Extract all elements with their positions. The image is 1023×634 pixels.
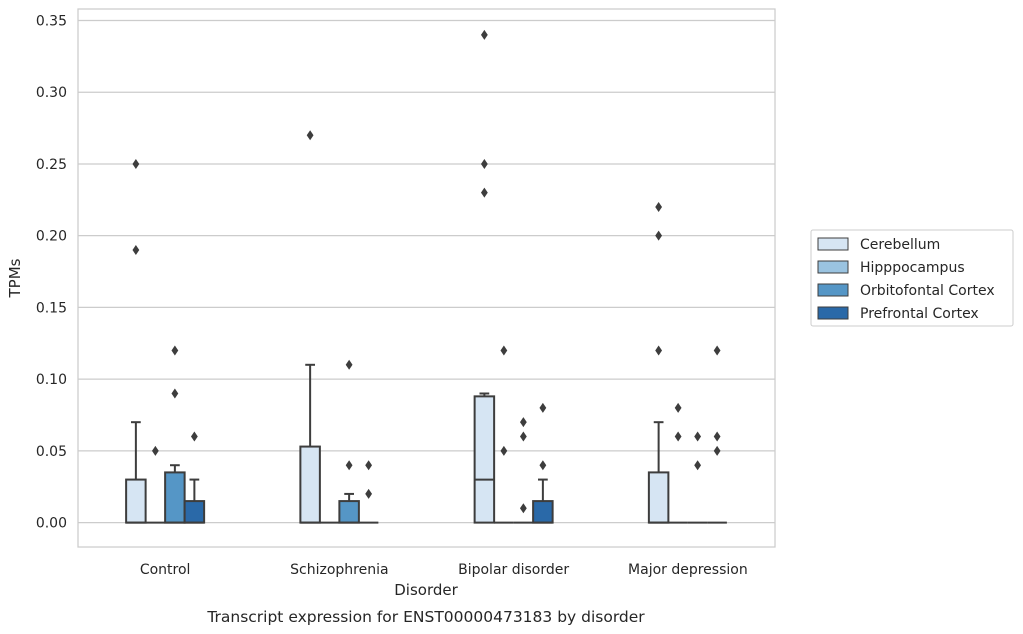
outlier-point (500, 445, 508, 456)
outlier-point (480, 158, 488, 169)
outlier-point (713, 445, 721, 456)
outlier-point (365, 488, 373, 499)
box-hipppocampus (494, 345, 514, 524)
box-orbitofontal-cortex (687, 431, 708, 524)
outlier-point (519, 431, 527, 442)
box-iqr (473, 395, 496, 524)
y-axis-title: TPMs (6, 258, 24, 298)
legend: Cerebellum Hipppocampus Orbitofontal Corte… (810, 229, 1014, 327)
x-tick-label: Control (140, 562, 191, 578)
y-tick-label: 0.35 (36, 13, 67, 29)
outlier-point (480, 187, 488, 198)
outlier-point (306, 130, 314, 141)
y-tick-label: 0.10 (36, 372, 67, 388)
box-prefrontal-cortex (707, 345, 727, 524)
plot-frame (77, 8, 776, 548)
box-iqr (183, 500, 206, 524)
box-iqr (164, 471, 186, 524)
outlier-point (171, 345, 179, 356)
legend-swatch (817, 237, 849, 251)
legend-label: Orbitofontal Cortex (860, 283, 995, 299)
box-iqr (299, 445, 321, 524)
outlier-point (713, 345, 721, 356)
box-cerebellum (473, 29, 496, 524)
outlier-point (655, 345, 663, 356)
box-hipppocampus (145, 445, 166, 524)
outlier-point (345, 460, 353, 471)
outlier-point (655, 230, 663, 241)
box-orbitofontal-cortex (338, 359, 360, 524)
outlier-point (674, 431, 682, 442)
y-tick-label: 0.00 (36, 516, 67, 532)
outlier-point (132, 158, 140, 169)
legend-swatch (817, 260, 849, 274)
y-tick-label: 0.25 (36, 157, 67, 173)
outlier-point (132, 245, 140, 256)
outlier-point (713, 431, 721, 442)
y-tick-label: 0.20 (36, 229, 67, 245)
outlier-point (539, 460, 547, 471)
outlier-point (190, 431, 198, 442)
outlier-point (151, 445, 159, 456)
y-tick-label: 0.30 (36, 85, 67, 101)
y-tick-labels: 0.00 0.05 0.10 0.15 0.20 0.25 0.30 0.35 (36, 13, 67, 531)
box-prefrontal-cortex (532, 402, 554, 524)
box-prefrontal-cortex (358, 460, 379, 524)
outlier-point (674, 402, 682, 413)
box-iqr (647, 471, 670, 524)
outlier-point (539, 402, 547, 413)
box-prefrontal-cortex (183, 431, 206, 524)
legend-label: Hipppocampus (860, 260, 965, 276)
box-cerebellum (299, 130, 321, 524)
box-iqr (338, 500, 360, 524)
box-iqr (532, 500, 554, 524)
outlier-point (519, 417, 527, 428)
outlier-point (519, 503, 527, 514)
outlier-point (694, 431, 702, 442)
legend-swatch (817, 306, 849, 320)
outlier-point (655, 201, 663, 212)
box-iqr (125, 478, 147, 524)
box-orbitofontal-cortex (164, 345, 186, 524)
outlier-point (171, 388, 179, 399)
outlier-point (500, 345, 508, 356)
legend-label: Prefrontal Cortex (860, 306, 979, 322)
x-tick-label: Bipolar disorder (458, 562, 569, 578)
x-tick-labels: Control Schizophrenia Bipolar disorder Majo… (140, 562, 748, 578)
y-tick-label: 0.15 (36, 300, 67, 316)
legend-label: Cerebellum (860, 237, 940, 253)
box-cerebellum (647, 201, 670, 524)
y-tick-label: 0.05 (36, 444, 67, 460)
box-orbitofontal-cortex (513, 417, 534, 524)
outlier-point (480, 29, 488, 40)
outlier-point (345, 359, 353, 370)
outlier-point (694, 460, 702, 471)
outlier-point (365, 460, 373, 471)
x-tick-label: Schizophrenia (290, 562, 388, 578)
x-axis-title: Disorder (394, 581, 458, 599)
legend-frame (810, 229, 1014, 327)
legend-swatch (817, 283, 849, 297)
box-groups (125, 29, 727, 524)
grid-lines (78, 19, 775, 524)
chart-caption: Transcript expression for ENST0000047318… (206, 608, 645, 626)
box-hipppocampus (668, 402, 688, 524)
plot-area (78, 9, 775, 547)
x-tick-label: Major depression (628, 562, 748, 578)
box-cerebellum (125, 158, 147, 524)
